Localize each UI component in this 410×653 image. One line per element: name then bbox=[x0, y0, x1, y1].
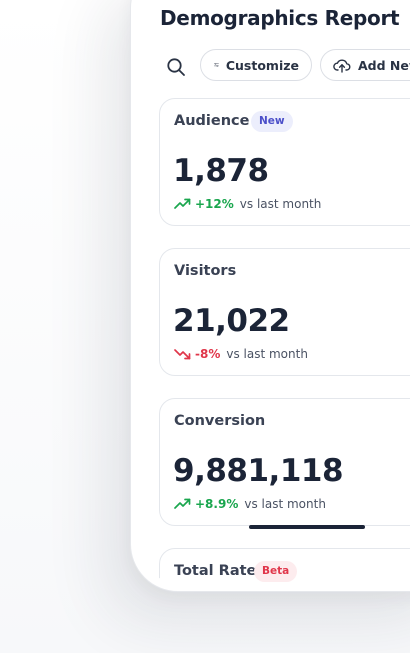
trend-down-icon bbox=[174, 349, 191, 360]
trend-row: +12% vs last month bbox=[174, 197, 321, 211]
change-suffix: vs last month bbox=[244, 497, 326, 511]
change-percent: +12% bbox=[195, 197, 234, 211]
card-label: Audience bbox=[174, 113, 250, 129]
change-percent: -8% bbox=[195, 347, 221, 361]
trend-up-icon bbox=[174, 198, 191, 209]
app-screen: Demographics Report Customize bbox=[137, 0, 410, 583]
beta-badge: Beta bbox=[254, 561, 298, 582]
metric-card-visitors[interactable]: Visitors 21,022 -8% vs last month bbox=[159, 248, 410, 376]
metric-card-conversion[interactable]: Conversion 9,881,118 +8.9% vs last month bbox=[159, 398, 410, 526]
card-label: Visitors bbox=[174, 263, 237, 279]
add-new-button[interactable]: Add New bbox=[320, 49, 410, 81]
trend-row: +8.9% vs last month bbox=[174, 497, 326, 511]
new-badge: New bbox=[251, 111, 293, 132]
home-indicator[interactable] bbox=[249, 525, 365, 529]
change-suffix: vs last month bbox=[226, 347, 308, 361]
cloud-upload-icon bbox=[333, 59, 351, 73]
add-new-label: Add New bbox=[358, 57, 410, 73]
customize-button[interactable]: Customize bbox=[200, 49, 312, 81]
customize-label: Customize bbox=[225, 57, 299, 73]
search-icon bbox=[167, 58, 185, 76]
phone-frame: Demographics Report Customize bbox=[130, 0, 410, 592]
card-label: Conversion bbox=[174, 413, 266, 429]
sliders-icon bbox=[214, 62, 219, 67]
change-percent: +8.9% bbox=[195, 497, 239, 511]
page-title: Demographics Report bbox=[160, 6, 400, 30]
metric-card-total-rate[interactable]: Total Rate Beta bbox=[159, 548, 410, 583]
metric-card-audience[interactable]: Audience New 1,878 +12% vs last month bbox=[159, 98, 410, 226]
card-value: 9,881,118 bbox=[173, 453, 344, 489]
trend-up-icon bbox=[174, 498, 191, 509]
trend-row: -8% vs last month bbox=[174, 347, 308, 361]
card-value: 1,878 bbox=[173, 153, 269, 189]
search-button[interactable] bbox=[165, 56, 187, 78]
change-suffix: vs last month bbox=[239, 197, 322, 211]
card-value: 21,022 bbox=[173, 303, 290, 339]
card-label: Total Rate bbox=[174, 563, 257, 579]
